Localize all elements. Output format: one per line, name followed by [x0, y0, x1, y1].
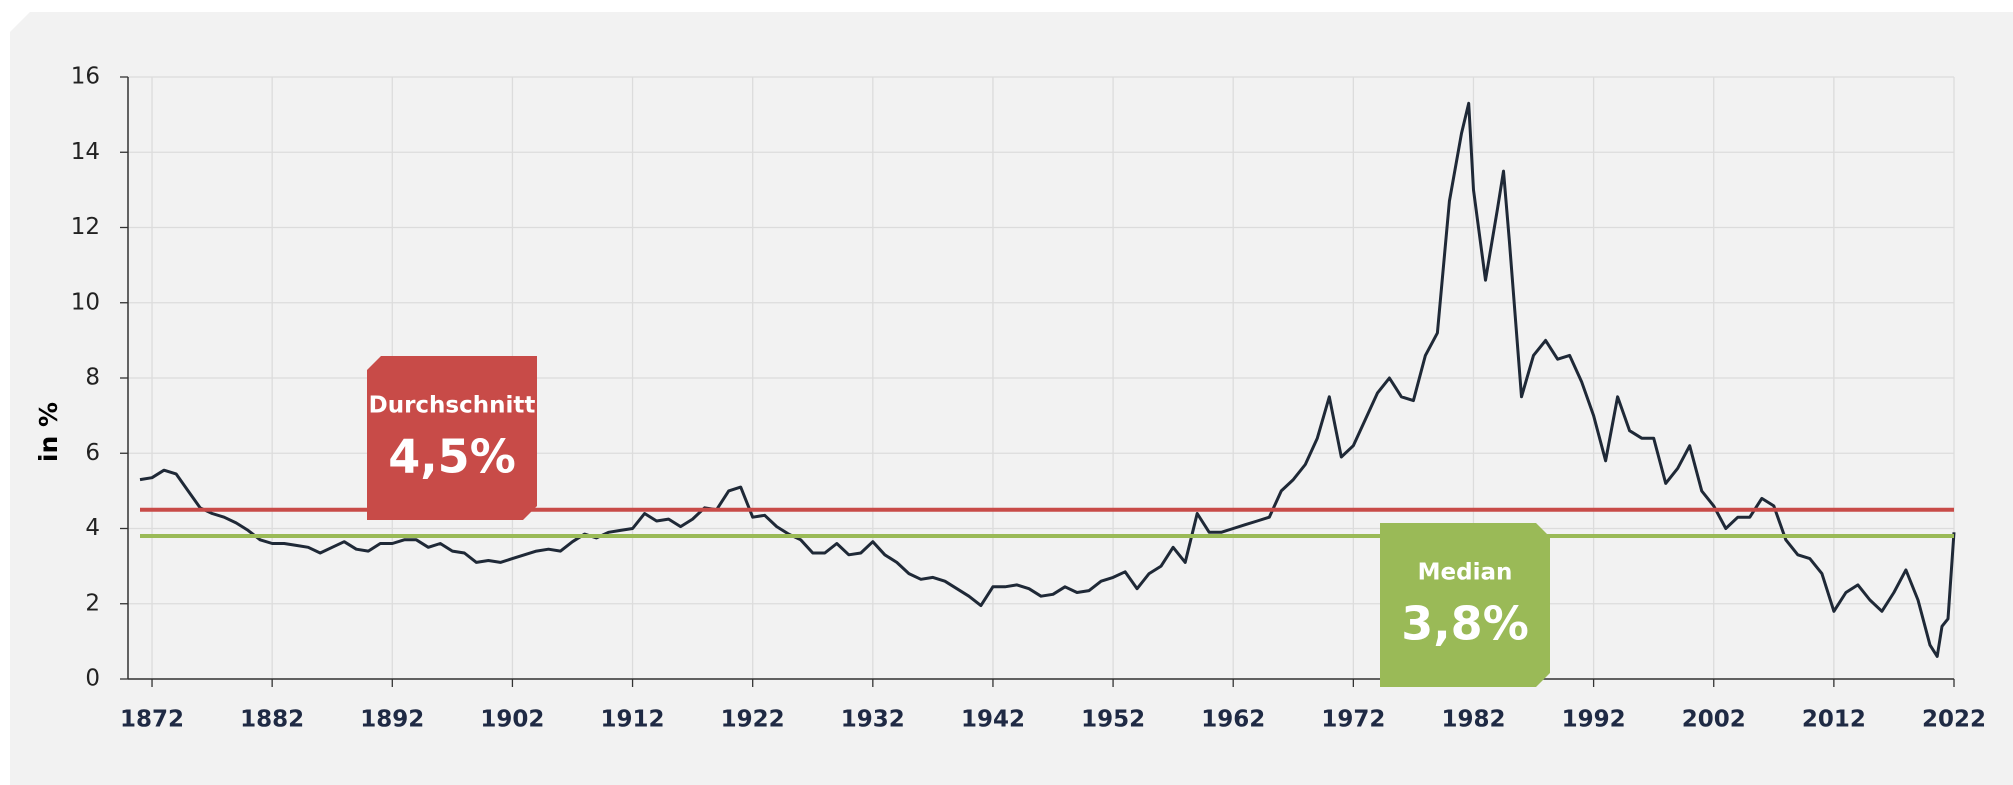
x-tick-label: 1872: [120, 707, 184, 733]
x-tick-label: 1992: [1562, 707, 1626, 733]
y-tick-label: 14: [71, 139, 100, 165]
y-tick-label: 0: [85, 666, 100, 692]
y-tick-label: 2: [85, 590, 100, 616]
annotation-name: Durchschnitt: [369, 393, 536, 419]
annotation-value: 4,5%: [388, 430, 516, 484]
annotation-box: [1380, 523, 1550, 687]
x-tick-label: 1922: [721, 707, 785, 733]
x-tick-label: 1882: [240, 707, 304, 733]
x-tick-label: 2012: [1802, 707, 1866, 733]
x-tick-label: 1942: [961, 707, 1025, 733]
x-tick-label: 2002: [1682, 707, 1746, 733]
annotation-value: 3,8%: [1401, 597, 1529, 651]
x-tick-label: 1902: [480, 707, 544, 733]
y-tick-label: 4: [85, 515, 100, 541]
x-tick-label: 1972: [1321, 707, 1385, 733]
y-tick-label: 8: [85, 365, 100, 391]
y-tick-label: 6: [85, 440, 100, 466]
data-line: [139, 101, 1956, 658]
x-tick-label: 2022: [1922, 707, 1986, 733]
y-tick-label: 16: [71, 64, 100, 90]
panel: [10, 12, 2013, 785]
x-tick-label: 1892: [360, 707, 424, 733]
y-tick-label: 12: [71, 214, 100, 240]
y-axis-label: in %: [34, 402, 63, 462]
x-tick-label: 1932: [841, 707, 905, 733]
x-tick-label: 1952: [1081, 707, 1145, 733]
x-tick-label: 1912: [601, 707, 665, 733]
y-tick-label: 10: [71, 289, 100, 315]
annotation-name: Median: [1418, 560, 1513, 586]
x-tick-label: 1962: [1201, 707, 1265, 733]
x-tick-label: 1982: [1441, 707, 1505, 733]
annotation-box: [367, 356, 537, 520]
